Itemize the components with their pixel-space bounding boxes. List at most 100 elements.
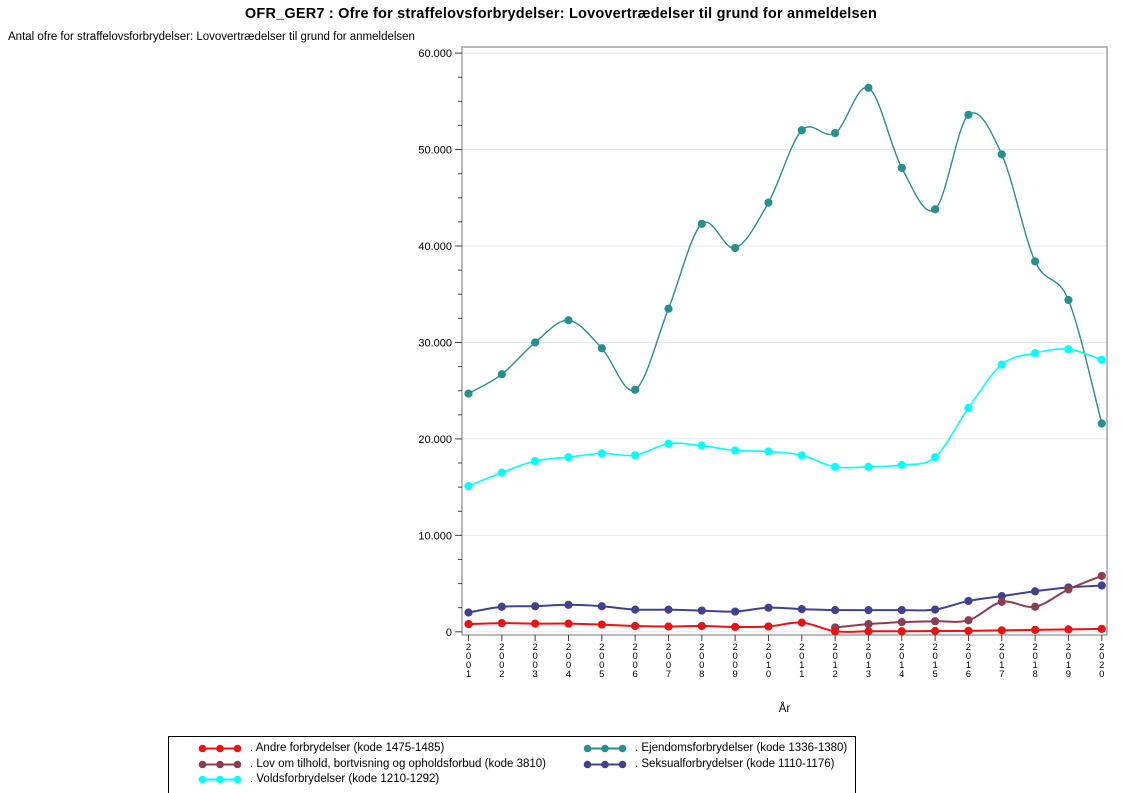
- data-point-voldsforbrydelser: [731, 446, 740, 455]
- data-point-andre: [897, 627, 906, 636]
- chart-title: OFR_GER7 : Ofre for straffelovsforbrydel…: [244, 6, 878, 22]
- data-point-seksualforbrydelser: [464, 608, 473, 617]
- data-point-andre: [1064, 625, 1073, 634]
- data-point-lov_om_tilhold: [997, 597, 1006, 607]
- y-axis-label: Antal ofre for straffelovsforbrydelser: …: [8, 31, 415, 43]
- x-axis-title: År: [779, 702, 791, 715]
- series-line-andre: [467, 621, 1103, 633]
- data-point-seksualforbrydelser: [797, 605, 806, 614]
- data-point-andre: [864, 627, 873, 636]
- data-point-seksualforbrydelser: [731, 607, 740, 616]
- data-point-andre: [697, 621, 706, 631]
- data-point-ejendomsforbrydelser: [931, 205, 940, 214]
- data-point-lov_om_tilhold: [897, 618, 906, 627]
- data-point-seksualforbrydelser: [697, 606, 706, 615]
- data-point-voldsforbrydelser: [631, 451, 640, 460]
- data-point-voldsforbrydelser: [1031, 348, 1040, 358]
- legend-item-label: . Ejendomsforbrydelser (kode 1336-1380): [635, 742, 848, 754]
- data-point-seksualforbrydelser: [897, 605, 906, 615]
- y-tick-label: 20.000: [418, 434, 452, 446]
- data-point-andre: [597, 620, 606, 629]
- data-point-seksualforbrydelser: [931, 605, 940, 614]
- data-point-andre: [497, 619, 506, 628]
- data-point-voldsforbrydelser: [764, 447, 773, 456]
- data-point-voldsforbrydelser: [964, 403, 973, 413]
- data-point-lov_om_tilhold: [964, 616, 973, 625]
- data-point-andre: [531, 619, 540, 628]
- y-tick-label: 50.000: [418, 145, 452, 157]
- data-point-ejendomsforbrydelser: [531, 338, 540, 347]
- data-point-voldsforbrydelser: [831, 462, 840, 471]
- data-point-ejendomsforbrydelser: [864, 83, 873, 92]
- series-line-seksualforbrydelser: [467, 584, 1103, 614]
- data-point-ejendomsforbrydelser: [664, 304, 673, 313]
- plot-frame: [461, 46, 1108, 636]
- y-tick-label: 60.000: [418, 48, 452, 60]
- data-point-andre: [931, 626, 940, 636]
- data-point-seksualforbrydelser: [631, 605, 640, 614]
- data-point-ejendomsforbrydelser: [897, 163, 906, 172]
- data-point-andre: [797, 618, 806, 627]
- legend-marker-icon: [198, 760, 242, 769]
- legend-item-ejendomsforbrydelser: . Ejendomsforbrydelser (kode 1336-1380): [582, 741, 849, 757]
- legend-item-andre: . Andre forbrydelser (kode 1475-1485): [197, 741, 582, 757]
- legend-marker-icon: [583, 760, 627, 769]
- data-point-voldsforbrydelser: [697, 441, 706, 450]
- data-point-ejendomsforbrydelser: [497, 370, 506, 379]
- data-point-seksualforbrydelser: [531, 602, 540, 611]
- data-point-andre: [631, 621, 640, 631]
- data-point-andre: [1031, 625, 1040, 634]
- series-line-ejendomsforbrydelser: [467, 86, 1103, 425]
- data-point-ejendomsforbrydelser: [831, 129, 840, 138]
- data-point-ejendomsforbrydelser: [997, 150, 1006, 159]
- data-point-andre: [831, 627, 840, 636]
- data-point-lov_om_tilhold: [1031, 602, 1040, 611]
- data-point-seksualforbrydelser: [1097, 581, 1106, 590]
- legend-marker-icon: [198, 775, 242, 784]
- data-point-seksualforbrydelser: [964, 596, 973, 606]
- data-point-voldsforbrydelser: [1097, 355, 1106, 364]
- data-point-ejendomsforbrydelser: [631, 385, 640, 394]
- data-point-seksualforbrydelser: [864, 605, 873, 615]
- data-point-seksualforbrydelser: [497, 602, 506, 611]
- data-point-ejendomsforbrydelser: [1064, 295, 1073, 305]
- data-point-voldsforbrydelser: [897, 460, 906, 470]
- data-point-voldsforbrydelser: [997, 360, 1006, 369]
- legend-marker-icon: [198, 744, 242, 753]
- data-point-ejendomsforbrydelser: [1097, 419, 1106, 428]
- series-line-voldsforbrydelser: [467, 348, 1103, 487]
- legend-item-label: . Lov om tilhold, bortvisning og opholds…: [250, 757, 546, 770]
- data-point-voldsforbrydelser: [531, 456, 540, 466]
- legend-item-lov_om_tilhold: . Lov om tilhold, bortvisning og opholds…: [197, 757, 582, 773]
- data-point-andre: [964, 626, 973, 635]
- chart-legend: . Andre forbrydelser (kode 1475-1485) . E…: [168, 736, 856, 793]
- data-point-seksualforbrydelser: [1031, 587, 1040, 596]
- data-point-andre: [664, 622, 673, 631]
- legend-item-label: . Seksualforbrydelser (kode 1110-1176): [635, 757, 835, 770]
- y-tick-label: 30.000: [418, 337, 452, 349]
- line-chart-plot: 0 10.000 20.000 30.000 40.000 50.000 60.000 2 0 0…: [418, 46, 1108, 715]
- data-point-voldsforbrydelser: [497, 468, 506, 477]
- legend-item-label: . Andre forbrydelser (kode 1475-1485): [250, 742, 445, 754]
- data-point-lov_om_tilhold: [864, 619, 873, 629]
- data-point-voldsforbrydelser: [564, 453, 573, 462]
- legend-item-voldsforbrydelser: . Voldsforbrydelser (kode 1210-1292): [197, 772, 582, 788]
- data-point-seksualforbrydelser: [597, 602, 606, 611]
- data-point-andre: [997, 626, 1006, 635]
- data-point-voldsforbrydelser: [864, 462, 873, 471]
